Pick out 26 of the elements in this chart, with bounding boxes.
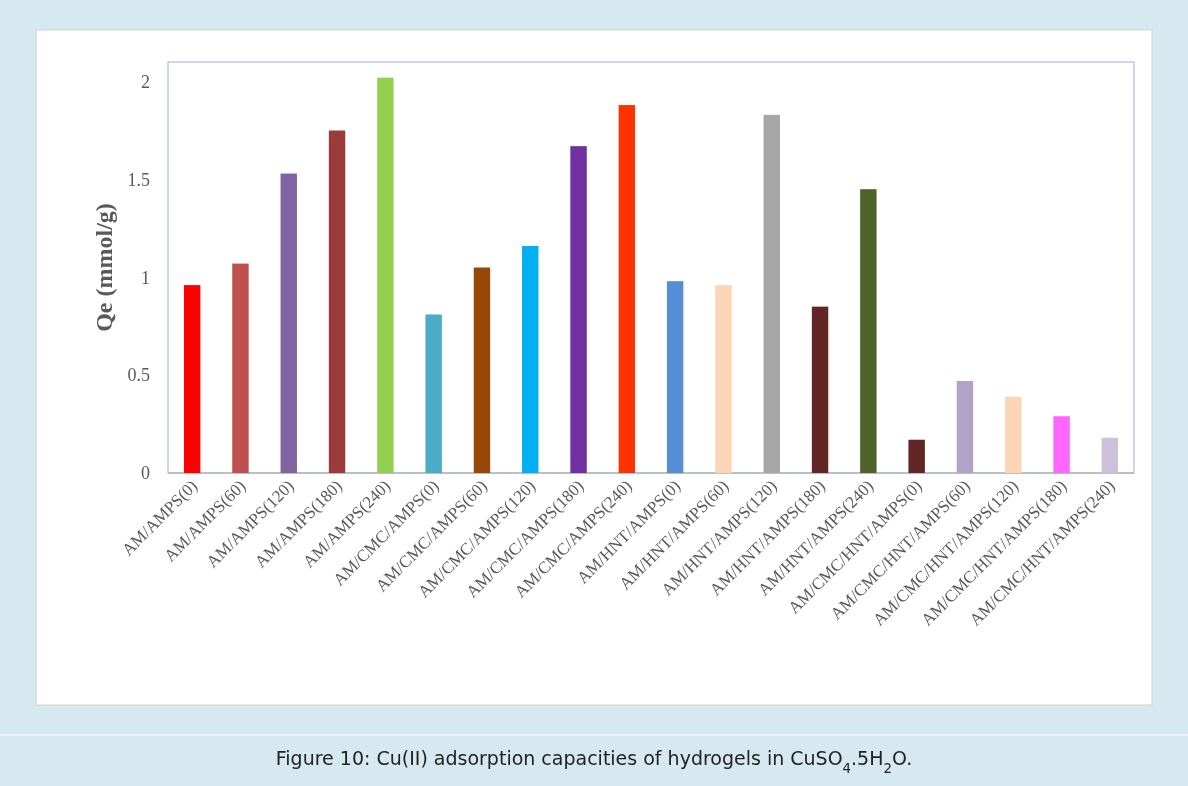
bar bbox=[377, 77, 394, 473]
bar bbox=[570, 146, 587, 473]
y-tick-label: 0.5 bbox=[127, 365, 150, 386]
y-tick-label: 1 bbox=[141, 267, 150, 288]
y-tick-label: 1.5 bbox=[127, 169, 150, 190]
caption: Figure 10: Cu(II) adsorption capacities of hydrogels in CuSO$_{4}$.5H$_{2}$O. bbox=[275, 747, 913, 776]
bar bbox=[183, 285, 201, 473]
bar bbox=[956, 381, 974, 473]
y-tick-label: 2 bbox=[141, 71, 150, 92]
bar bbox=[811, 306, 829, 473]
bar bbox=[860, 189, 877, 473]
y-axis-title: Qe (mmol/g) bbox=[91, 203, 117, 332]
bar bbox=[1005, 396, 1022, 473]
bar bbox=[1053, 416, 1070, 473]
bar bbox=[522, 245, 539, 473]
bar bbox=[618, 105, 636, 473]
bar bbox=[908, 439, 925, 473]
bar bbox=[1101, 437, 1119, 473]
bar bbox=[280, 173, 297, 473]
bar bbox=[425, 314, 442, 473]
y-tick-label: 0 bbox=[141, 463, 150, 484]
bar bbox=[715, 285, 732, 473]
bar bbox=[473, 267, 491, 473]
bar bbox=[232, 263, 249, 473]
bar bbox=[666, 281, 684, 473]
bar bbox=[328, 130, 346, 473]
